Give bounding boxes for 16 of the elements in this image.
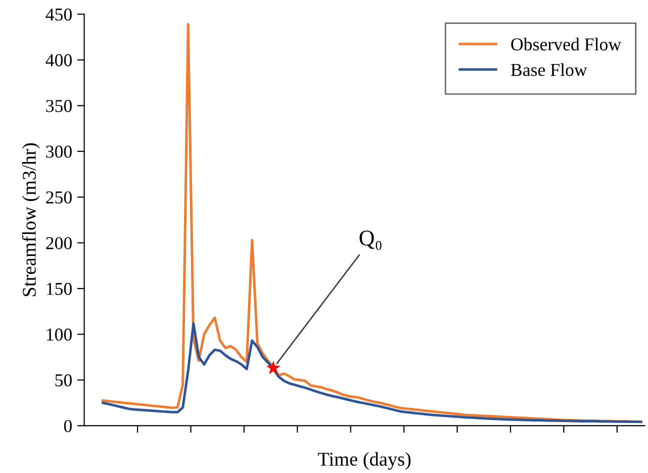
y-axis-title: Streamflow (m3/hr) bbox=[22, 143, 40, 296]
y-tick-label: 200 bbox=[46, 237, 72, 250]
legend-label: Base Flow bbox=[510, 63, 588, 76]
legend-label: Observed Flow bbox=[511, 38, 622, 50]
y-tick-label: 350 bbox=[46, 100, 72, 112]
y-tick-label: 50 bbox=[55, 374, 72, 386]
y-tick-label: 100 bbox=[46, 328, 72, 341]
annotation: Q₀ bbox=[360, 230, 382, 250]
y-tick-label: 0 bbox=[64, 420, 72, 432]
line-series bbox=[102, 322, 642, 424]
y-tick-label: 150 bbox=[46, 282, 72, 295]
x-axis-title: Time (days) bbox=[318, 452, 411, 470]
y-tick-label: 450 bbox=[46, 8, 72, 21]
y-tick-label: 400 bbox=[46, 54, 72, 66]
y-tick-label: 300 bbox=[46, 146, 72, 158]
y-tick-label: 250 bbox=[46, 191, 72, 204]
